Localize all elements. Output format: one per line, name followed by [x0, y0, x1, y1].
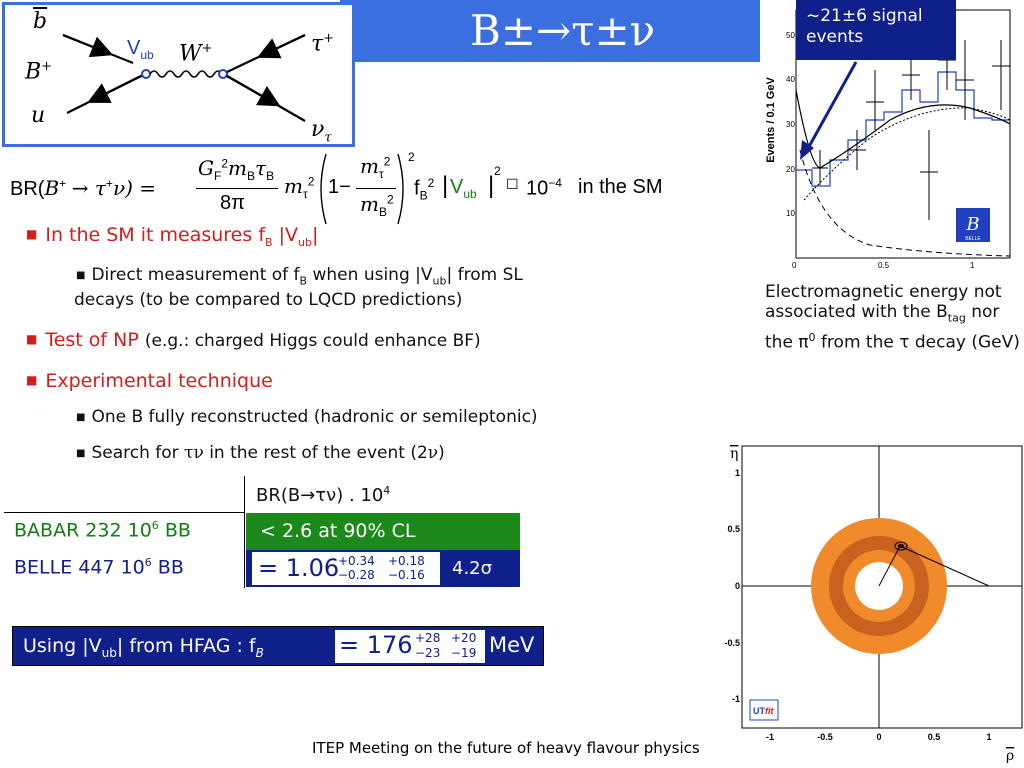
hist-ytick-30: 30: [786, 120, 795, 129]
title-bar: [340, 0, 760, 62]
B-plus-label: B+: [25, 59, 53, 85]
formula-fB: fB2: [414, 176, 435, 203]
belle-central: = 1.06: [258, 554, 340, 582]
ut-xtick-1: 1: [986, 732, 991, 742]
fb-unit: MeV: [489, 633, 535, 657]
callout-arrow: [800, 61, 858, 160]
abs-right: |: [488, 172, 495, 199]
formula-denominator: 8π: [220, 192, 245, 214]
formula-tail: in the SM: [578, 176, 663, 198]
fb-result-box: Using |Vub| from HFAG : fB = 176 +28 −23…: [12, 626, 544, 666]
tau-label: τ+: [311, 31, 335, 57]
ut-ytick-1: 1: [735, 468, 740, 478]
utfit-logo-ut: UT: [753, 706, 765, 716]
hist-ytick-50: 50: [786, 31, 795, 40]
signal-events-callout: ~21±6 signal events: [796, 0, 956, 60]
belle-logo: [956, 208, 990, 242]
ut-xtick-m05: -0.5: [817, 732, 833, 742]
utfit-svg: η ρ 1 0.5 0 -0.5 -1 -1 -0.5 0 0.5 1 UTfi…: [724, 445, 1023, 764]
histogram-ylabel: Events / 0.1 GeV: [765, 77, 777, 163]
babar-value: < 2.6 at 90% CL: [246, 513, 520, 550]
hist-xtick-1: 1: [970, 261, 975, 270]
callout-line2: events: [806, 27, 864, 47]
svg-text:B: B: [965, 214, 979, 235]
fb-measurement: = 176 +28 −23 +20 −19: [335, 630, 485, 663]
fb-err2-up: +20: [451, 631, 477, 645]
table-divider-horizontal: [4, 512, 244, 513]
ut-xtick-05: 0.5: [928, 732, 941, 742]
belle-value: = 1.06 +0.34 −0.28 +0.18 −0.16 4.2σ: [246, 550, 520, 587]
approx-box: ☐: [506, 176, 519, 192]
fb-err2-dn: −19: [451, 646, 477, 660]
ut-ytick-m05: -0.5: [724, 638, 740, 648]
formula-vub: Vub: [450, 176, 477, 201]
babar-label: BABAR 232 106 BB: [14, 519, 191, 542]
feynman-diagram: b B+ u Vub W+ τ+ ντ: [2, 2, 355, 147]
formula-lhs: BR(B+ → τ+ν) =: [10, 176, 157, 200]
fb-label: Using |Vub| from HFAG : fB: [23, 635, 264, 660]
svg-text:UTfit: UTfit: [753, 706, 774, 716]
hist-ytick-10: 10: [786, 209, 795, 218]
abs-square: 2: [494, 164, 501, 178]
page-title: B±→τ±ν: [470, 6, 656, 55]
ut-xtick-0: 0: [876, 732, 881, 742]
fb-central: = 176: [339, 631, 413, 659]
formula-mB2: mB2: [360, 192, 394, 219]
formula-one: 1−: [328, 176, 351, 198]
utfit-plot: η ρ 1 0.5 0 -0.5 -1 -1 -0.5 0 0.5 1 UTfi…: [708, 438, 1024, 768]
ut-ytick-0: 0: [735, 581, 740, 591]
u-label: u: [31, 103, 46, 128]
br-formula: BR(B+ → τ+ν) = GF2mBτB 8π mτ2 1− mτ2 mB2…: [10, 150, 690, 230]
hist-xtick-0: 0: [792, 261, 797, 270]
hist-ytick-20: 20: [786, 165, 795, 174]
belle-err1-up: +0.34: [338, 554, 375, 568]
histogram-description: Electromagnetic energy not associated wi…: [765, 282, 1020, 354]
utfit-logo-fit: fit: [765, 706, 774, 716]
vub-label: Vub: [127, 37, 154, 62]
belle-err2-up: +0.18: [388, 554, 425, 568]
belle-logo-text: BELLE: [965, 236, 981, 242]
belle-significance: 4.2σ: [452, 558, 493, 579]
W-label: W+: [179, 41, 213, 67]
formula-exp: 10−4: [526, 176, 562, 200]
fb-err1-up: +28: [415, 631, 441, 645]
left-paren: [320, 153, 327, 225]
b-bar-label: b: [33, 9, 48, 34]
ut-ytick-m1: -1: [732, 694, 740, 704]
bullet-sm-measures: ■ In the SM it measures fB |Vub|: [26, 224, 319, 249]
ut-ytick-05: 0.5: [727, 524, 740, 534]
fraction-line: [196, 188, 278, 189]
fb-err1-dn: −23: [415, 646, 441, 660]
paren-square: 2: [408, 150, 415, 164]
bullet-test-np: ■ Test of NP (e.g.: charged Higgs could e…: [26, 329, 481, 351]
rho-axis-label: ρ: [1006, 748, 1014, 764]
bullet-one-b-reco: ■ One B fully reconstructed (hadronic or …: [76, 407, 538, 427]
fraction-line-2: [356, 188, 396, 189]
table-divider-vertical: [244, 476, 245, 588]
abs-left: |: [442, 172, 449, 199]
ut-xtick-m1: -1: [766, 732, 774, 742]
belle-err2-dn: −0.16: [388, 568, 425, 582]
footer-text: ITEP Meeting on the future of heavy flav…: [312, 739, 700, 757]
right-paren: [397, 153, 404, 225]
formula-mtau: mτ2: [284, 174, 315, 201]
eta-axis-label: η: [730, 446, 738, 462]
belle-err1-dn: −0.28: [338, 568, 375, 582]
table-header: BR(B→τν) . 104: [256, 484, 391, 506]
belle-measurement: = 1.06 +0.34 −0.28 +0.18 −0.16: [252, 552, 440, 585]
formula-mtau2: mτ2: [360, 154, 391, 181]
hist-ytick-40: 40: [786, 75, 795, 84]
formula-numerator: GF2mBτB: [198, 156, 275, 183]
bullet-direct-measurement: ■ Direct measurement of fB when using |Vu…: [76, 265, 523, 288]
callout-line1: ~21±6 signal: [806, 6, 923, 26]
bullet-search-taunu: ■ Search for τν in the rest of the event …: [76, 443, 445, 463]
feynman-lines: [62, 33, 306, 122]
nu-tau-label: ντ: [311, 117, 332, 146]
bullet-experimental-technique: ■ Experimental technique: [26, 370, 273, 392]
bullet-direct-measurement-line2: decays (to be compared to LQCD predictio…: [74, 290, 463, 310]
belle-label: BELLE 447 106 BB: [14, 556, 184, 579]
utfit-logo: [749, 699, 779, 721]
hist-xtick-05: 0.5: [878, 261, 890, 270]
